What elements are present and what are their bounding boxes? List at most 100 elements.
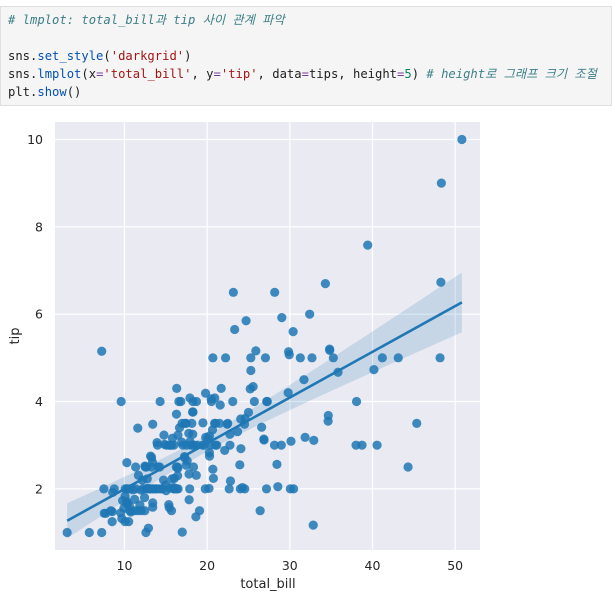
x-tick-label: 40 xyxy=(365,558,381,573)
scatter-point xyxy=(269,440,280,450)
scatter-point xyxy=(133,423,143,433)
x-tick-label: 50 xyxy=(447,558,463,573)
scatter-point xyxy=(436,178,446,188)
scatter-point xyxy=(369,365,379,375)
scatter-point xyxy=(393,353,403,363)
scatter-point xyxy=(377,353,387,363)
scatter-point xyxy=(224,484,234,494)
scatter-point xyxy=(118,496,128,506)
scatter-point xyxy=(225,476,236,486)
scatter-point xyxy=(286,436,296,446)
code-comment: # height로 그래프 크기 조절 xyxy=(426,67,597,81)
scatter-point xyxy=(165,483,175,493)
regression-line xyxy=(66,301,463,522)
code-line-2: sns.set_style('darkgrid') xyxy=(8,49,192,63)
code-token: 'darkgrid' xyxy=(110,49,185,63)
y-tick-label: 2 xyxy=(35,481,43,496)
code-token: 'tip' xyxy=(220,67,258,81)
scatter-point xyxy=(261,484,272,494)
scatter-point xyxy=(320,278,330,289)
scatter-point xyxy=(188,429,198,439)
code-token: height xyxy=(352,67,398,81)
scatter-point xyxy=(300,432,310,442)
scatter-point xyxy=(126,507,136,517)
scatter-point xyxy=(285,484,295,494)
scatter-point xyxy=(184,469,194,479)
code-comment: # lmplot: total_bill과 tip 사이 관계 파악 xyxy=(8,13,285,27)
scatter-point xyxy=(208,353,218,363)
scatter-point xyxy=(403,462,413,472)
scatter-point xyxy=(236,444,246,454)
scatter-point xyxy=(435,353,445,363)
scatter-point xyxy=(436,277,446,287)
scatter-point xyxy=(232,427,243,437)
scatter-point xyxy=(220,353,231,363)
scatter-point xyxy=(323,410,333,421)
scatter-point xyxy=(216,383,226,394)
scatter-point xyxy=(62,527,72,538)
scatter-point xyxy=(165,440,175,450)
scatter-point xyxy=(200,484,210,494)
code-token: data xyxy=(272,67,302,81)
scatter-point xyxy=(131,462,141,472)
scatter-point xyxy=(101,508,111,518)
scatter-point xyxy=(191,396,202,407)
scatter-point xyxy=(187,418,197,428)
scatter-point xyxy=(116,396,126,407)
scatter-point xyxy=(299,375,309,385)
scatter-point xyxy=(120,517,130,527)
scatter-point xyxy=(187,407,198,417)
scatter-point xyxy=(155,396,165,407)
scatter-point xyxy=(245,384,255,394)
code-token: y xyxy=(206,67,214,81)
scatter-point xyxy=(222,419,232,429)
scatter-point xyxy=(257,422,267,432)
scatter-point xyxy=(139,492,150,503)
scatter-point xyxy=(97,346,107,356)
scatter-point xyxy=(107,517,117,527)
scatter-point xyxy=(235,484,245,494)
scatter-point xyxy=(241,316,251,326)
scatter-point xyxy=(185,484,195,494)
code-token: plt xyxy=(8,85,31,99)
scatter-point xyxy=(209,418,220,428)
scatter-point xyxy=(177,527,187,537)
scatter-point xyxy=(208,464,218,474)
scatter-point xyxy=(84,527,94,538)
scatter-point xyxy=(283,347,294,357)
scatter-point xyxy=(251,346,261,356)
scatter-point xyxy=(99,484,109,494)
x-tick-labels: 10 20 30 40 50 xyxy=(117,558,464,573)
code-line-1: # lmplot: total_bill과 tip 사이 관계 파악 xyxy=(8,12,285,28)
scatter-point xyxy=(166,506,177,516)
scatter-point xyxy=(172,383,182,394)
y-tick-label: 8 xyxy=(35,219,43,234)
scatter-point xyxy=(325,345,335,356)
scatter-point xyxy=(122,458,132,468)
scatter-point xyxy=(181,440,192,450)
code-cell[interactable]: # lmplot: total_bill과 tip 사이 관계 파악 sns.s… xyxy=(0,6,612,106)
code-token: set_style xyxy=(37,49,104,63)
scatter-point xyxy=(198,418,208,428)
scatter-point xyxy=(174,396,184,407)
scatter-point xyxy=(273,482,283,492)
code-token: sns xyxy=(8,49,31,63)
scatter-point xyxy=(262,396,272,407)
code-line-3: sns.lmplot(x='total_bill', y='tip', data… xyxy=(8,67,597,81)
scatter-point xyxy=(363,240,373,250)
scatter-point xyxy=(171,409,182,419)
code-line-4: plt.show() xyxy=(8,85,82,99)
scatter-point xyxy=(243,407,254,418)
scatter-point xyxy=(351,396,362,407)
scatter-point xyxy=(246,353,256,363)
y-tick-label: 4 xyxy=(35,394,43,409)
x-tick-label: 20 xyxy=(199,558,215,573)
y-tick-labels: 2 4 6 8 10 xyxy=(27,132,43,496)
scatter-point xyxy=(152,440,163,450)
scatter-point xyxy=(246,365,256,376)
scatter-point xyxy=(260,353,271,363)
scatter-point xyxy=(307,353,317,363)
scatter-point xyxy=(259,434,269,444)
code-token: 5 xyxy=(404,67,412,81)
